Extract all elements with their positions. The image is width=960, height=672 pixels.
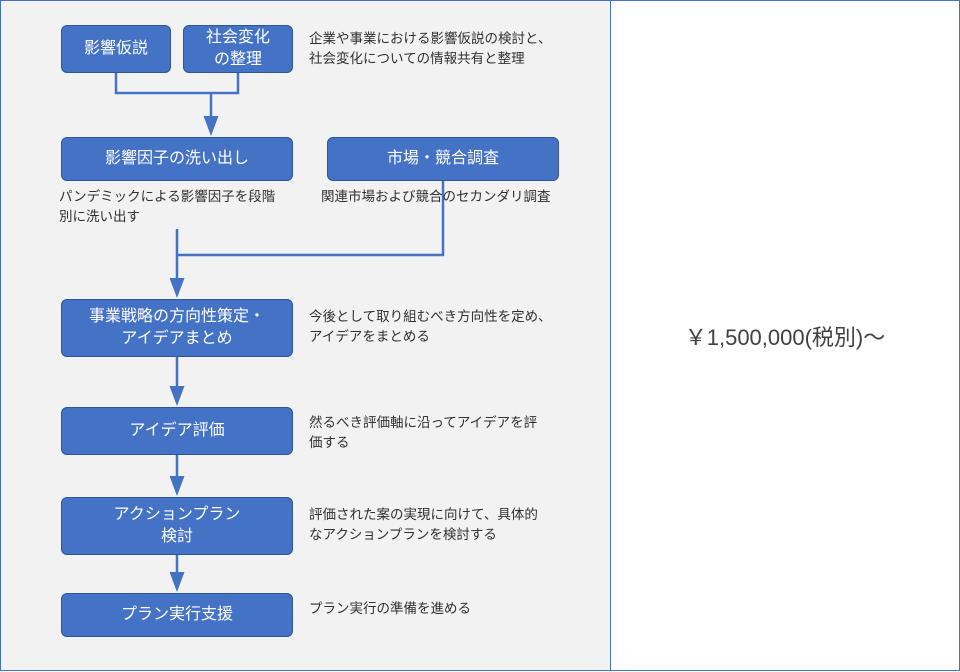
node-label: アイデア評価 xyxy=(129,420,224,442)
node-factors: 影響因子の洗い出し xyxy=(61,137,293,181)
desc-text: プラン実行の準備を進める xyxy=(309,601,471,616)
node-label: 事業戦略の方向性策定・アイデアまとめ xyxy=(89,306,265,349)
node-label: プラン実行支援 xyxy=(121,604,233,626)
desc-action: 評価された案の実現に向けて、具体的なアクションプランを検討する xyxy=(309,505,538,544)
desc-text: 評価された案の実現に向けて、具体的なアクションプランを検討する xyxy=(309,507,538,542)
node-label: 市場・競合調査 xyxy=(387,148,499,170)
flowchart-panel: 影響仮説 社会変化の整理 影響因子の洗い出し 市場・競合調査 事業戦略の方向性策… xyxy=(1,1,611,670)
node-market-research: 市場・競合調査 xyxy=(327,137,559,181)
desc-text: 今後として取り組むべき方向性を定め、アイデアをまとめる xyxy=(309,309,552,344)
node-label: 社会変化の整理 xyxy=(206,27,270,70)
desc-exec: プラン実行の準備を進める xyxy=(309,599,471,619)
node-action-plan: アクションプラン検討 xyxy=(61,497,293,555)
node-hypothesis: 影響仮説 xyxy=(61,25,171,73)
desc-text: パンデミックによる影響因子を段階別に洗い出す xyxy=(59,189,275,224)
node-label: アクションプラン検討 xyxy=(114,504,241,547)
node-label: 影響因子の洗い出し xyxy=(105,148,249,170)
node-label: 影響仮説 xyxy=(84,38,148,60)
node-execution: プラン実行支援 xyxy=(61,593,293,637)
desc-top: 企業や事業における影響仮説の検討と、社会変化についての情報共有と整理 xyxy=(309,29,551,68)
desc-text: 然るべき評価軸に沿ってアイデアを評価する xyxy=(309,415,537,450)
node-strategy: 事業戦略の方向性策定・アイデアまとめ xyxy=(61,299,293,357)
diagram-container: 影響仮説 社会変化の整理 影響因子の洗い出し 市場・競合調査 事業戦略の方向性策… xyxy=(0,0,960,671)
desc-eval: 然るべき評価軸に沿ってアイデアを評価する xyxy=(309,413,537,452)
desc-strategy: 今後として取り組むべき方向性を定め、アイデアをまとめる xyxy=(309,307,552,346)
desc-text: 企業や事業における影響仮説の検討と、社会変化についての情報共有と整理 xyxy=(309,31,551,66)
price-panel: ￥1,500,000(税別)～ xyxy=(611,1,959,670)
node-idea-eval: アイデア評価 xyxy=(61,407,293,455)
desc-factors: パンデミックによる影響因子を段階別に洗い出す xyxy=(59,187,275,226)
price-text: ￥1,500,000(税別)～ xyxy=(685,320,886,352)
node-social-change: 社会変化の整理 xyxy=(183,25,293,73)
desc-market: 関連市場および競合のセカンダリ調査 xyxy=(321,187,551,207)
desc-text: 関連市場および競合のセカンダリ調査 xyxy=(321,189,551,204)
